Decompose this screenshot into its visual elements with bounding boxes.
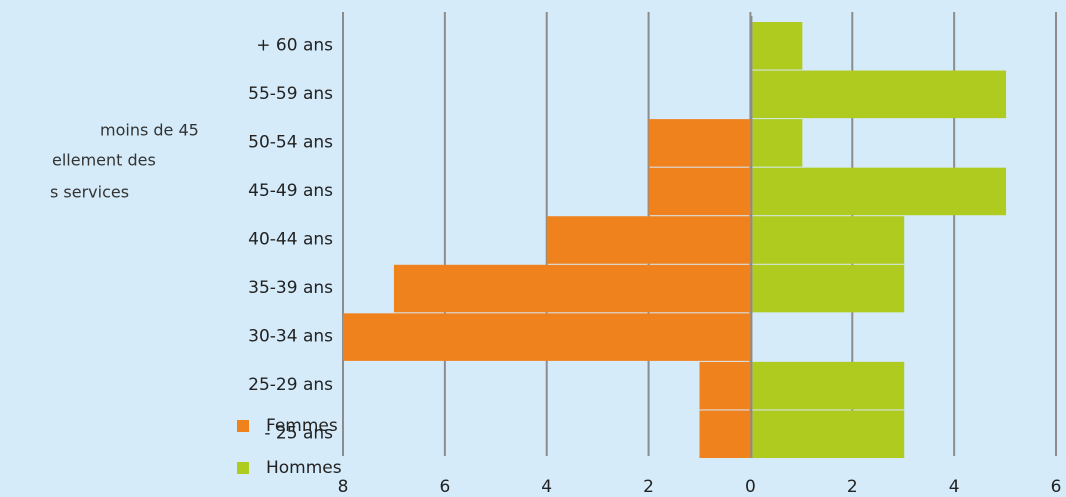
y-tick-label: 45-49 ans [248, 181, 333, 201]
bar [699, 410, 751, 458]
bar [752, 216, 905, 264]
y-tick-label: + 60 ans [256, 35, 333, 55]
side-text: s services [50, 183, 129, 202]
y-tick-label: 40-44 ans [248, 230, 333, 250]
bar [752, 70, 1007, 119]
legend-label: Hommes [266, 458, 342, 478]
bar [752, 264, 905, 313]
bar [393, 264, 751, 313]
y-tick-label: 50-54 ans [248, 132, 333, 152]
x-tick-label: 0 [745, 477, 756, 497]
x-tick-label: 8 [338, 477, 349, 497]
y-tick-label: 30-34 ans [248, 327, 333, 347]
x-tick-label: 2 [643, 477, 654, 497]
bar [752, 167, 1007, 216]
x-tick-label: 6 [1051, 477, 1062, 497]
bar [699, 361, 751, 410]
legend-label: Femmes [266, 416, 338, 436]
bar [752, 119, 803, 167]
side-text: moins de 45 [100, 121, 199, 140]
bar [546, 216, 751, 264]
x-tick-label: 4 [949, 477, 960, 497]
x-tick-label: 2 [847, 477, 858, 497]
bar [752, 22, 803, 70]
bar [752, 410, 905, 458]
x-tick-label: 6 [439, 477, 450, 497]
y-tick-label: 55-59 ans [248, 84, 333, 104]
side-text: ellement des [52, 151, 156, 170]
y-tick-label: - 25 ans [264, 424, 333, 444]
bar [648, 167, 751, 216]
legend-swatch [237, 420, 249, 432]
legend-swatch [237, 462, 249, 474]
x-tick-label: 4 [541, 477, 552, 497]
bar [648, 119, 751, 167]
bar [343, 313, 751, 361]
bar [752, 361, 905, 410]
y-tick-label: 25-29 ans [248, 375, 333, 395]
y-tick-label: 35-39 ans [248, 278, 333, 298]
